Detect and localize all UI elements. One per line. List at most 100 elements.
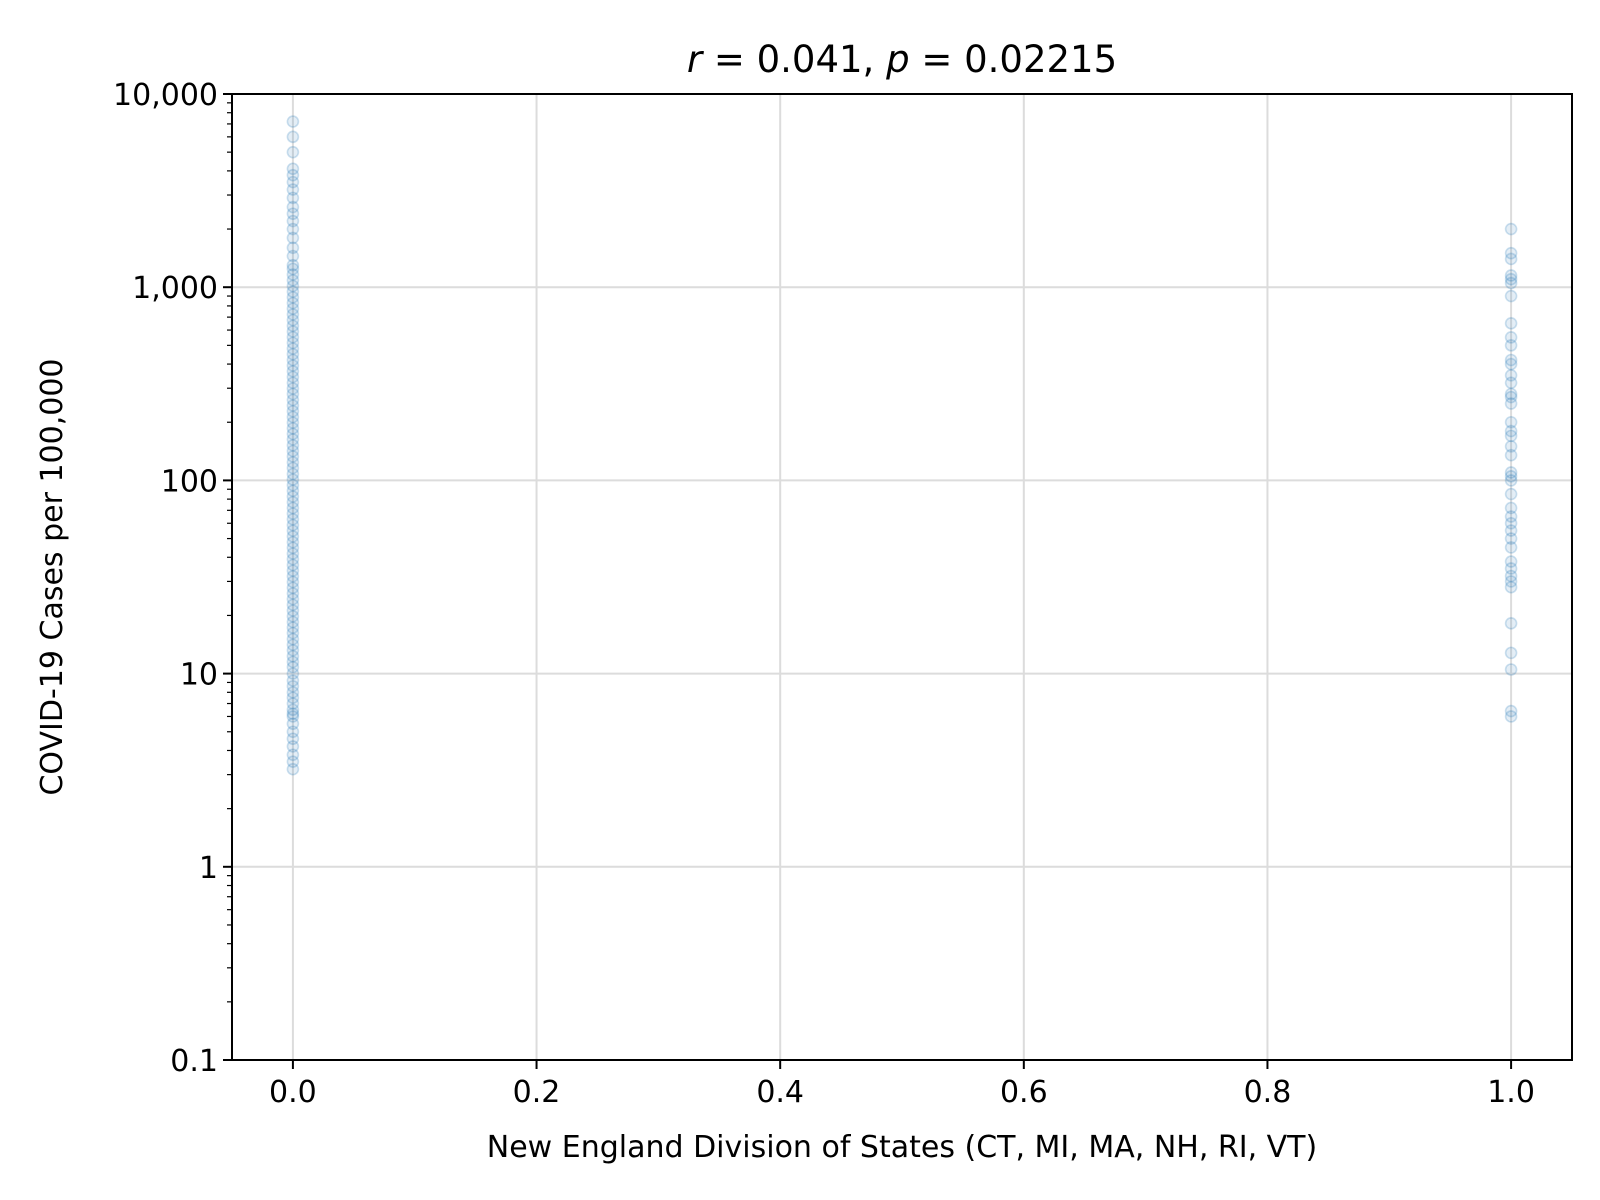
data-point xyxy=(1504,276,1518,290)
data-point xyxy=(286,697,300,710)
data-point xyxy=(286,679,300,693)
data-point xyxy=(286,433,300,446)
data-point xyxy=(286,717,300,731)
grid-lines xyxy=(232,94,1572,1060)
data-point xyxy=(286,231,300,245)
data-point xyxy=(286,342,300,355)
data-point xyxy=(286,258,300,272)
data-point xyxy=(286,655,300,669)
data-point xyxy=(286,467,300,481)
data-point xyxy=(286,569,300,583)
data-point xyxy=(286,262,300,276)
y-axis-label: COVID-19 Cases per 100,000 xyxy=(35,358,70,795)
data-point xyxy=(1504,339,1518,352)
data-point xyxy=(286,145,300,159)
data-point xyxy=(1504,387,1518,401)
x-tick-label: 0.6 xyxy=(1000,1075,1048,1110)
data-point xyxy=(286,422,300,435)
data-point xyxy=(1504,272,1518,286)
data-point xyxy=(286,313,300,327)
data-point xyxy=(286,518,300,532)
data-point xyxy=(286,621,300,634)
data-point xyxy=(286,755,300,768)
data-point xyxy=(286,644,300,657)
data-point xyxy=(286,490,300,503)
data-point xyxy=(286,575,300,589)
data-point xyxy=(1504,474,1518,487)
data-point xyxy=(286,461,300,475)
data-point xyxy=(286,365,300,378)
data-point xyxy=(286,725,300,739)
data-point xyxy=(286,273,300,287)
data-point xyxy=(286,444,300,458)
data-point xyxy=(1504,397,1518,410)
y-tick-label: 10 xyxy=(180,658,218,693)
data-point xyxy=(1504,252,1518,266)
data-point xyxy=(286,513,300,526)
data-point xyxy=(286,399,300,412)
data-point xyxy=(1504,424,1518,438)
title-r-value: = 0.041, xyxy=(702,38,886,81)
data-point xyxy=(286,438,300,452)
data-point xyxy=(286,387,300,401)
x-tick-label: 0.0 xyxy=(269,1075,317,1110)
data-point xyxy=(1504,541,1518,554)
data-point xyxy=(286,626,300,640)
data-points xyxy=(286,115,1518,776)
data-point xyxy=(286,416,300,429)
data-point xyxy=(286,319,300,333)
data-point xyxy=(1504,646,1518,660)
data-point xyxy=(1504,331,1518,344)
data-point xyxy=(286,674,300,687)
data-point xyxy=(286,604,300,617)
data-point xyxy=(286,638,300,652)
data-point xyxy=(286,691,300,705)
data-point xyxy=(286,762,300,776)
title-p-value: = 0.02215 xyxy=(910,38,1118,81)
data-point xyxy=(286,359,300,372)
data-point xyxy=(1504,429,1518,443)
data-point xyxy=(286,410,300,424)
data-point xyxy=(1504,289,1518,303)
data-point xyxy=(1504,368,1518,382)
data-point xyxy=(286,268,300,281)
data-point xyxy=(286,207,300,221)
data-point xyxy=(1504,390,1518,404)
title-r-symbol: r xyxy=(687,38,705,81)
x-tick-label: 0.8 xyxy=(1244,1075,1292,1110)
data-point xyxy=(286,222,300,236)
data-point xyxy=(286,393,300,407)
data-point xyxy=(286,115,300,128)
data-point xyxy=(286,501,300,515)
data-point xyxy=(1504,617,1518,630)
data-point xyxy=(1504,466,1518,479)
data-point xyxy=(286,330,300,344)
data-point xyxy=(1504,510,1518,523)
title-p-symbol: p xyxy=(885,38,910,81)
chart-title: r = 0.041, p = 0.02215 xyxy=(687,38,1117,81)
data-point xyxy=(1504,415,1518,429)
data-point xyxy=(286,609,300,623)
data-point xyxy=(286,587,300,600)
axis-ticks: 0.0 0.2 0.4 0.6 0.8 1.0 0.1 1 10 100 1,000 10,000 xyxy=(113,78,1535,1110)
data-point xyxy=(1504,516,1518,530)
data-point xyxy=(286,667,300,680)
data-point xyxy=(286,592,300,606)
data-point xyxy=(1504,580,1518,594)
data-point xyxy=(286,484,300,498)
data-point xyxy=(286,279,300,293)
data-point xyxy=(286,703,300,717)
data-point xyxy=(286,530,300,543)
data-point xyxy=(286,547,300,560)
data-point xyxy=(286,249,300,263)
data-point xyxy=(286,376,300,390)
data-point xyxy=(1504,710,1518,723)
data-point xyxy=(1504,575,1518,588)
data-point xyxy=(286,558,300,572)
data-point xyxy=(286,175,300,189)
data-point xyxy=(286,285,300,298)
data-point xyxy=(286,427,300,441)
data-point xyxy=(286,507,300,520)
data-point xyxy=(286,632,300,646)
data-point xyxy=(286,524,300,538)
